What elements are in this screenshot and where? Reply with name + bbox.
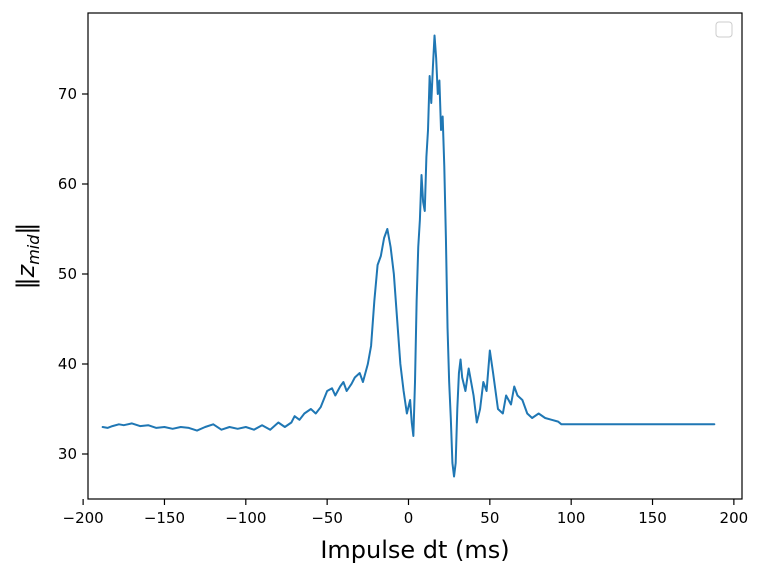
x-tick-label: −50: [311, 509, 343, 527]
y-axis-label-main: z: [12, 263, 40, 278]
y-tick-label: 40: [58, 355, 77, 373]
y-tick-label: 50: [58, 265, 77, 283]
plot-frame: [87, 12, 743, 500]
y-axis-label-open-bar: ‖: [12, 277, 40, 289]
y-axis-label-close-bar: ‖: [12, 223, 40, 235]
x-tick-label: −150: [144, 509, 185, 527]
x-axis-label: Impulse dt (ms): [320, 536, 509, 564]
y-axis-label: ‖zmid‖: [12, 223, 43, 290]
x-axis-ticks: −200 −150 −100 −50 0 50 100 150 200: [63, 499, 749, 527]
x-tick-label: 150: [638, 509, 667, 527]
x-tick-label: 50: [480, 509, 499, 527]
x-tick-label: 100: [557, 509, 586, 527]
series-line: [101, 34, 716, 478]
x-tick-label: 0: [404, 509, 414, 527]
y-tick-label: 30: [58, 445, 77, 463]
y-axis-label-text: ‖zmid‖: [12, 223, 43, 290]
y-tick-label: 60: [58, 175, 77, 193]
plot-area: [88, 13, 742, 499]
y-tick-label: 70: [58, 85, 77, 103]
y-axis-label-subscript: mid: [24, 234, 43, 265]
x-tick-label: −100: [225, 509, 266, 527]
x-tick-label: −200: [63, 509, 104, 527]
x-tick-label: 200: [720, 509, 749, 527]
legend-box: [715, 21, 733, 38]
y-axis-ticks: 30 40 50 60 70: [58, 85, 88, 463]
